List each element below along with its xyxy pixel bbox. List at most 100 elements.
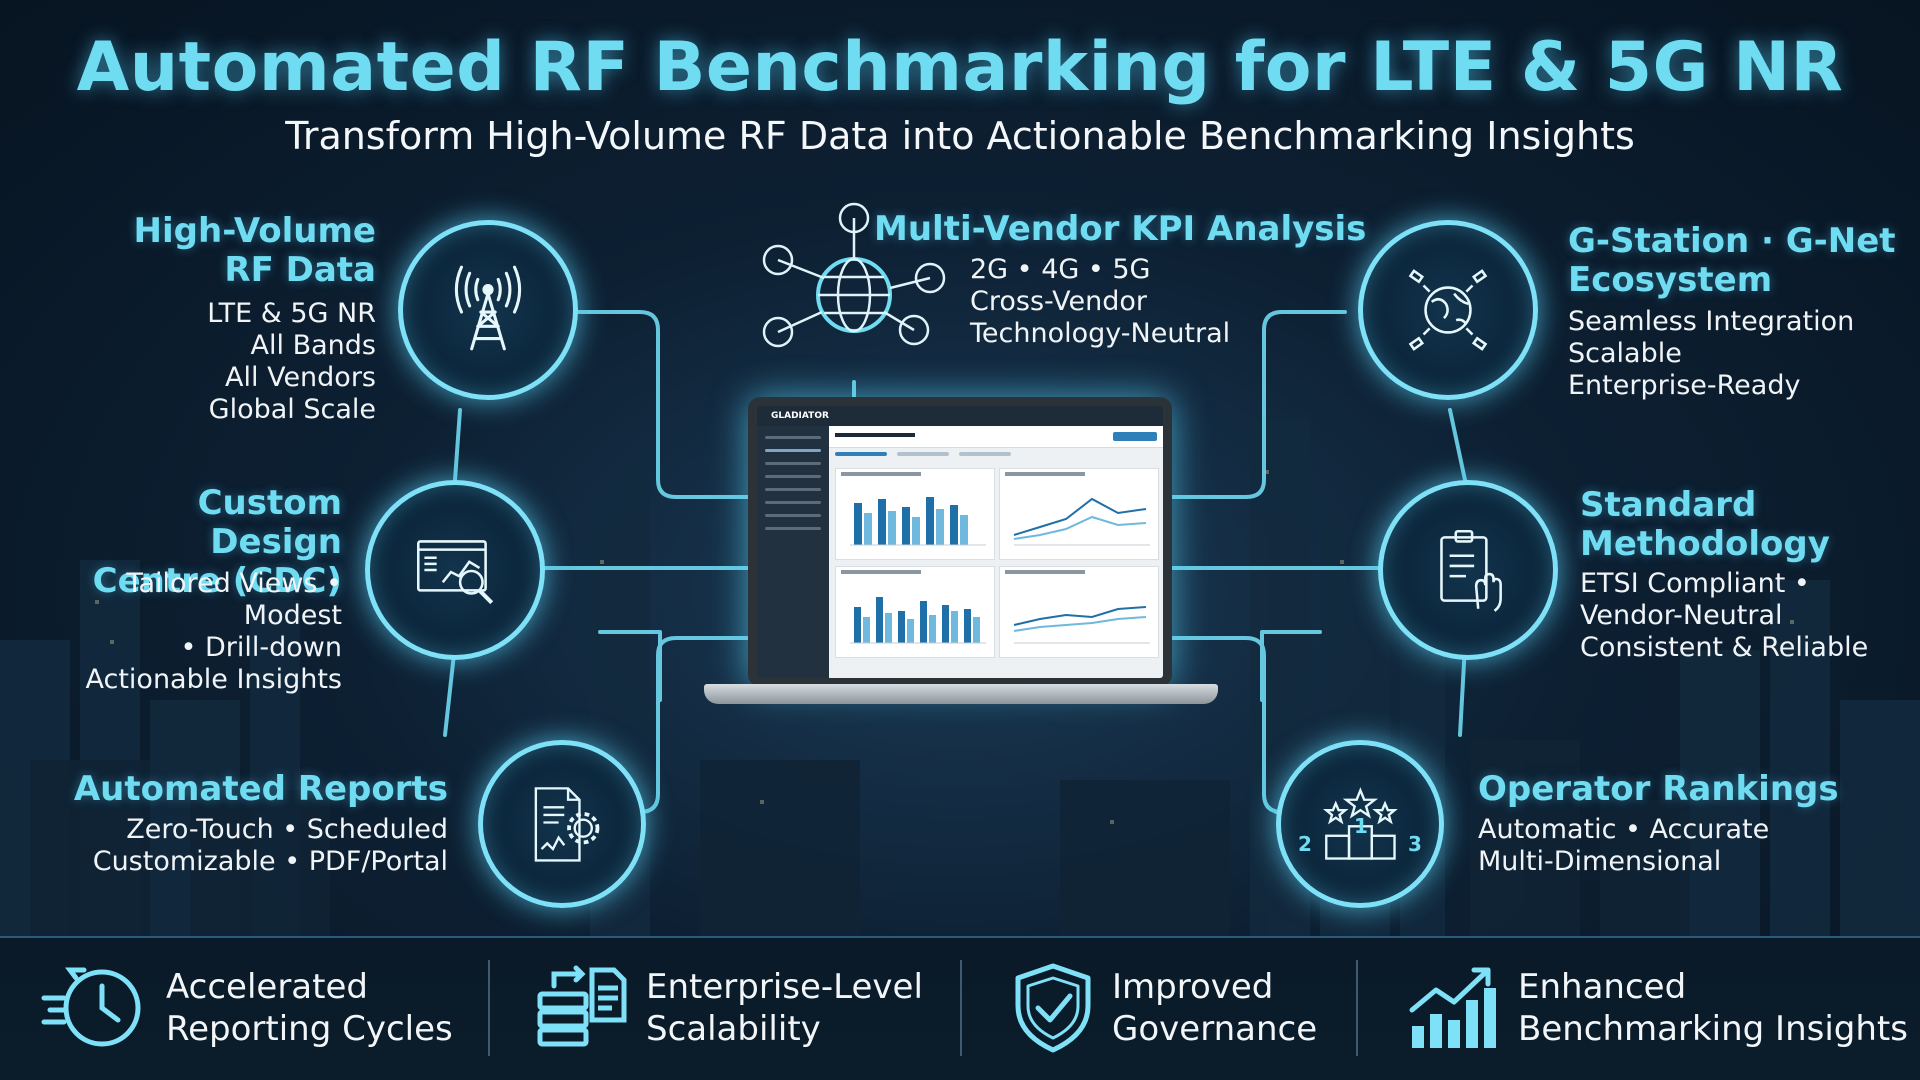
reports-node xyxy=(478,740,646,908)
fast-clock-icon xyxy=(41,967,141,1047)
podium-stars-icon xyxy=(1322,786,1398,860)
cdc-line: Tailored Views • Modest xyxy=(126,568,342,631)
podium-third: 3 xyxy=(1408,832,1422,856)
methodology-line: Consistent & Reliable xyxy=(1580,632,1869,663)
ecosystem-line: Seamless Integration xyxy=(1568,306,1855,337)
report-gear-icon xyxy=(534,786,599,862)
rankings-details: Automatic • Accurate Multi-Dimensional xyxy=(1478,814,1898,878)
methodology-details: ETSI Compliant • Vendor-Neutral Consiste… xyxy=(1580,568,1910,664)
rf-data-details: LTE & 5G NR All Bands All Vendors Global… xyxy=(120,298,376,426)
cdc-line: Actionable Insights xyxy=(85,664,343,695)
rf-data-heading-line2: RF Data xyxy=(224,250,376,290)
rf-data-line: All Bands xyxy=(250,330,376,361)
app-page-header xyxy=(829,426,1163,448)
cdc-node xyxy=(365,480,545,660)
page-subtitle: Transform High-Volume RF Data into Actio… xyxy=(285,114,1635,158)
satellite-globe-icon xyxy=(1408,269,1488,351)
kpi-line: Cross-Vendor xyxy=(970,286,1148,317)
mini-line-chart-2 xyxy=(1013,606,1150,644)
rf-data-heading-line1: High-Volume xyxy=(133,211,376,251)
benefit-line: Governance xyxy=(1112,1009,1318,1049)
methodology-heading: Standard Methodology xyxy=(1580,486,1900,564)
ecosystem-heading-line1: G-Station · G-Net xyxy=(1568,221,1896,261)
shield-check-icon xyxy=(1015,963,1091,1053)
dashboard-bar-panel-2 xyxy=(835,566,995,658)
cdc-heading-line2: Centre (CDC) xyxy=(92,561,342,601)
rf-data-line: Global Scale xyxy=(208,394,376,425)
rf-data-line: LTE & 5G NR xyxy=(207,298,376,329)
kpi-details: 2G • 4G • 5G Cross-Vendor Technology-Neu… xyxy=(970,254,1350,350)
reports-line: Customizable • PDF/Portal xyxy=(92,846,448,877)
growth-chart-icon xyxy=(1409,967,1496,1048)
rankings-heading: Operator Rankings xyxy=(1478,769,1839,809)
laptop-base xyxy=(704,684,1218,704)
reports-details: Zero-Touch • Scheduled Customizable • PD… xyxy=(60,814,448,878)
kpi-heading: Multi-Vendor KPI Analysis xyxy=(874,209,1367,249)
benefit-line: Enhanced xyxy=(1518,967,1687,1007)
rf-data-line: All Vendors xyxy=(225,362,376,393)
rankings-line: Multi-Dimensional xyxy=(1478,846,1722,877)
cdc-heading: Custom Design Centre (CDC) xyxy=(60,484,342,601)
reports-line: Zero-Touch • Scheduled xyxy=(126,814,448,845)
podium-second: 2 xyxy=(1298,832,1312,856)
app-brand: GLADIATOR xyxy=(771,411,829,421)
sidebar-item xyxy=(765,436,821,439)
benefit-label: Improved Governance xyxy=(1112,966,1317,1050)
sidebar-item xyxy=(765,462,821,465)
rankings-line: Automatic • Accurate xyxy=(1478,814,1770,845)
kpi-line: 2G • 4G • 5G xyxy=(970,254,1151,285)
clipboard-touch-icon xyxy=(1440,529,1502,612)
benefit-divider xyxy=(488,960,490,1056)
app-main xyxy=(829,426,1163,678)
globe-network-icon xyxy=(762,202,946,348)
mini-bar-chart-2 xyxy=(850,597,986,644)
sidebar-item xyxy=(765,501,821,504)
methodology-node xyxy=(1378,480,1558,660)
benefit-divider xyxy=(1356,960,1358,1056)
benefit-line: Improved xyxy=(1112,967,1274,1007)
benefit-label: Accelerated Reporting Cycles xyxy=(166,966,453,1050)
benefit-line: Benchmarking Insights xyxy=(1518,1009,1908,1049)
benefit-label: Enhanced Benchmarking Insights xyxy=(1518,966,1908,1050)
benefit-insights: Enhanced Benchmarking Insights xyxy=(1404,936,1908,1080)
app-action-button xyxy=(1113,432,1157,441)
server-stack-icon xyxy=(537,965,627,1047)
sidebar-item xyxy=(765,527,821,530)
rf-data-heading: High-Volume RF Data xyxy=(120,212,376,290)
podium-first: 1 xyxy=(1354,814,1368,838)
dashboard-line-panel xyxy=(999,468,1159,560)
app-tab xyxy=(897,452,949,456)
app-tab xyxy=(835,452,887,456)
ecosystem-details: Seamless Integration Scalable Enterprise… xyxy=(1568,306,1898,402)
ecosystem-heading: G-Station · G-Net Ecosystem xyxy=(1568,222,1898,300)
rf-data-node xyxy=(398,220,578,400)
panel-title-bar xyxy=(1005,570,1085,574)
benefit-line: Scalability xyxy=(646,1009,821,1049)
dashboard-bar-panel xyxy=(835,468,995,560)
benefit-governance: Improved Governance xyxy=(1008,936,1317,1080)
benefit-divider xyxy=(960,960,962,1056)
reports-heading: Automated Reports xyxy=(73,769,448,809)
benefit-label: Enterprise-Level Scalability xyxy=(646,966,923,1050)
benefit-line: Enterprise-Level xyxy=(646,967,923,1007)
laptop-screen: GLADIATOR xyxy=(748,397,1172,687)
ecosystem-line: Enterprise-Ready xyxy=(1568,370,1801,401)
cdc-heading-line1: Custom Design xyxy=(197,483,342,562)
sidebar-item xyxy=(765,449,821,452)
app-sidebar xyxy=(757,426,829,678)
benefit-scalability: Enterprise-Level Scalability xyxy=(532,936,923,1080)
methodology-line: ETSI Compliant • xyxy=(1580,568,1810,599)
app-tab xyxy=(959,452,1011,456)
benefit-line: Accelerated xyxy=(166,967,368,1007)
page-title: Automated RF Benchmarking for LTE & 5G N… xyxy=(76,28,1844,107)
benefit-reporting: Accelerated Reporting Cycles xyxy=(40,936,453,1080)
panel-title-bar xyxy=(841,472,921,476)
panel-title-bar xyxy=(1005,472,1085,476)
app-header-bar: GLADIATOR xyxy=(757,406,1163,426)
app-page-title-bar xyxy=(835,433,915,437)
methodology-heading-line2: Methodology xyxy=(1580,524,1830,564)
kpi-line: Technology-Neutral xyxy=(970,318,1231,349)
sidebar-item xyxy=(765,514,821,517)
app-tabs xyxy=(829,448,1163,462)
methodology-heading-line1: Standard xyxy=(1580,485,1757,525)
